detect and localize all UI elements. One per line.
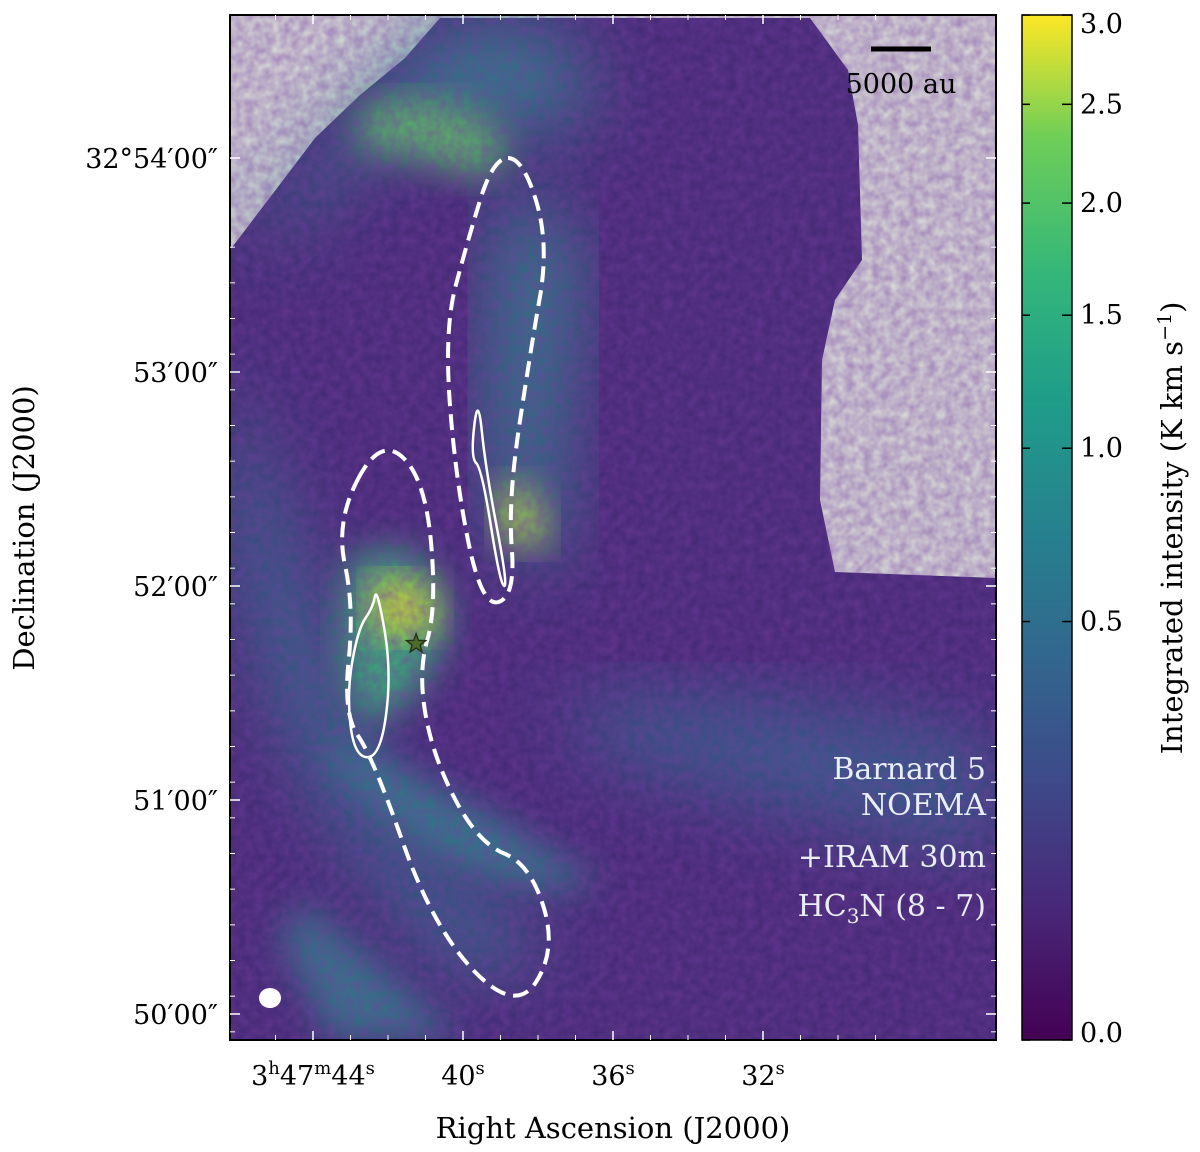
scalebar-label: 5000 au xyxy=(846,69,957,100)
contour-outer-south xyxy=(340,448,551,998)
x-axis-label: Right Ascension (J2000) xyxy=(436,1111,791,1145)
x-tick-label: 32s xyxy=(741,1058,785,1092)
colorbar-tick-label: 2.0 xyxy=(1080,188,1123,219)
colorbar-tick-label: 2.5 xyxy=(1080,89,1123,120)
colorbar-tick-label: 0.0 xyxy=(1080,1018,1123,1049)
contour-inner-north xyxy=(471,409,507,588)
annotation-telescope: +IRAM 30m xyxy=(798,840,986,875)
contour-group xyxy=(340,155,551,998)
y-axis-label: Declination (J2000) xyxy=(7,385,41,671)
y-tick-label: 53′00″ xyxy=(133,358,218,389)
x-tick-label: 40s xyxy=(441,1058,485,1092)
noise-texture xyxy=(230,15,996,1040)
y-tick-label: 32°54′00″ xyxy=(85,144,218,175)
y-axis-ticks: 32°54′00″ 53′00″ 52′00″ 51′00″ 50′00″ xyxy=(85,144,996,1033)
colorbar-tick-label: 1.5 xyxy=(1080,300,1123,331)
colorbar-tick-label: 1.0 xyxy=(1080,433,1123,464)
source-star-marker xyxy=(404,631,428,654)
colorbar-label: Integrated intensity (K km s−1) xyxy=(1154,302,1189,755)
contour-inner-south xyxy=(347,593,390,759)
contour-outer-north xyxy=(446,155,546,605)
x-tick-label: 36s xyxy=(591,1058,635,1092)
y-tick-label: 52′00″ xyxy=(133,572,218,603)
colorbar-ticks: 0.0 0.5 1.0 1.5 2.0 2.5 3.0 xyxy=(1022,9,1123,1049)
annotation-object: Barnard 5 xyxy=(832,752,986,787)
colorbar-tick-label: 3.0 xyxy=(1080,9,1123,40)
y-tick-label: 51′00″ xyxy=(133,786,218,817)
annotation-line: HC3N (8 - 7) xyxy=(798,889,986,928)
intensity-map: 5000 au Barnard 5 NOEMA +IRAM 30m HC3N (… xyxy=(229,14,997,1041)
beam-ellipse xyxy=(259,988,281,1008)
annotation-instrument: NOEMA xyxy=(861,788,986,823)
marker-group xyxy=(404,631,428,654)
colorbar-gradient xyxy=(1021,14,1073,1041)
colorbar: 0.0 0.5 1.0 1.5 2.0 2.5 3.0 Integrated intensi… xyxy=(1021,9,1189,1049)
y-tick-label: 50′00″ xyxy=(133,1000,218,1031)
colorbar-tick-label: 0.5 xyxy=(1080,607,1123,638)
x-tick-label: 3h47m44s xyxy=(251,1058,375,1092)
